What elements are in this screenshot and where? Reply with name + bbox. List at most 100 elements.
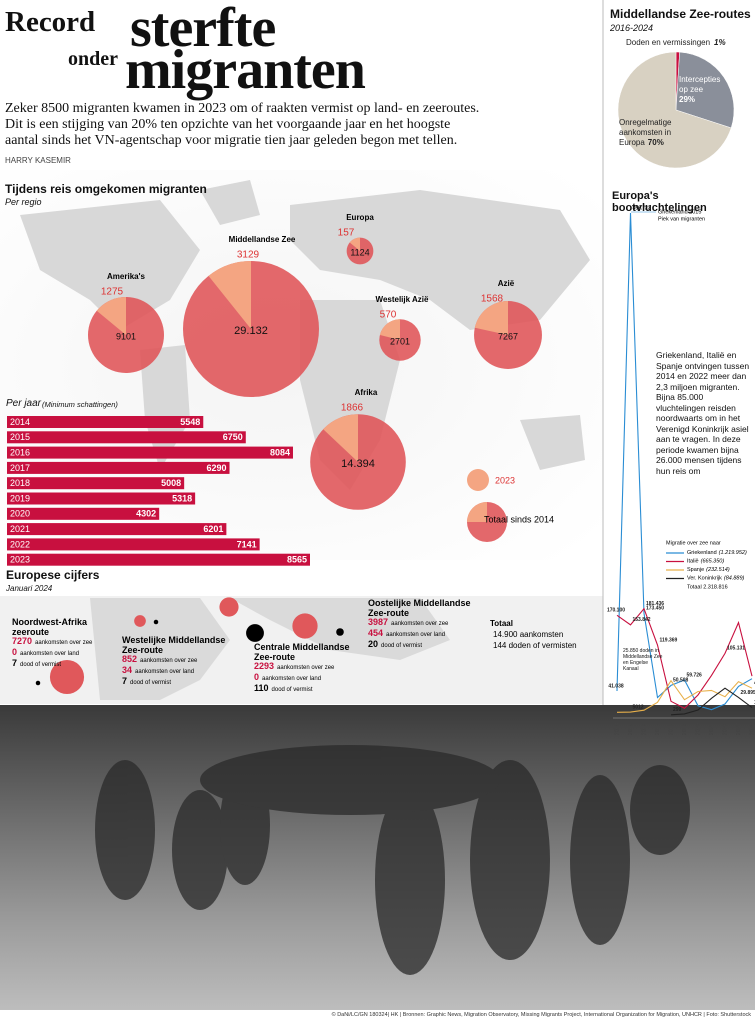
pie-category: Intercepties op zee bbox=[679, 75, 721, 94]
title-part: Record bbox=[5, 6, 96, 38]
arrivals-circle bbox=[49, 659, 85, 695]
arrivals-circle bbox=[219, 597, 239, 617]
x-tick-label: 2021 bbox=[709, 723, 715, 735]
legend-note: (1.219.952) bbox=[719, 550, 747, 556]
legend-note: (665.350) bbox=[701, 559, 725, 565]
route-label: aankomsten over land bbox=[386, 632, 446, 638]
bubble-2023 bbox=[323, 414, 358, 462]
bar bbox=[7, 416, 204, 428]
point-label: 181.436 bbox=[646, 601, 664, 607]
region-2023: 1275 bbox=[101, 287, 124, 298]
bar-value: 5548 bbox=[180, 417, 200, 427]
arrivals-circle bbox=[292, 613, 318, 639]
route-row: 0 aankomsten over land bbox=[12, 648, 127, 659]
bar bbox=[7, 507, 160, 520]
point-label: 170.100 bbox=[607, 608, 625, 614]
bar-category: 2021 bbox=[10, 524, 30, 534]
peak-note: Piek van migranten bbox=[658, 216, 705, 222]
bubble-2023 bbox=[379, 319, 400, 340]
legend-title: Migratie over zee naar bbox=[666, 540, 721, 546]
bar-value: 6201 bbox=[203, 524, 223, 534]
footer: © DaNi/LC/GN 180324| HK | Bronnen: Graph… bbox=[331, 1012, 751, 1018]
route-number: 7 bbox=[122, 676, 128, 686]
pie-label: Onregelmatige aankomsten in Europa 70% bbox=[619, 118, 699, 148]
route-label: aankomsten over zee bbox=[35, 640, 93, 646]
pie-category: Onregelmatige aankomsten in Europa bbox=[619, 118, 672, 147]
bar bbox=[7, 553, 310, 566]
route: Noordwest-Afrika zeeroute 7270 aankomsten … bbox=[12, 617, 127, 670]
deaths-dot bbox=[336, 628, 344, 636]
pie-value: 70% bbox=[647, 138, 664, 147]
bar bbox=[7, 477, 185, 490]
europe-title: Europese cijfers bbox=[6, 568, 100, 582]
point-label: 119.369 bbox=[660, 637, 678, 643]
region-2023: 157 bbox=[338, 228, 355, 239]
route-name: Centrale Middellandse Zee-route bbox=[254, 642, 350, 662]
legend-name: Italië bbox=[687, 559, 699, 565]
legend-entry: Ver. Koninkrijk (84.889) bbox=[687, 576, 745, 582]
route-row: 0 aankomsten over land bbox=[254, 673, 369, 684]
route-label: aankomsten over land bbox=[262, 676, 322, 682]
line-title: Europa's bootvluchtelingen bbox=[612, 190, 707, 214]
title-part: migranten bbox=[125, 39, 366, 101]
bar-value: 5318 bbox=[172, 493, 192, 503]
x-tick-label: 2023 bbox=[736, 723, 742, 735]
route-row: 2293 aankomsten over zee bbox=[254, 662, 369, 673]
footer-bar bbox=[0, 1010, 755, 1024]
bubble-2023 bbox=[349, 237, 360, 251]
bar-value: 7141 bbox=[237, 539, 257, 549]
x-tick-label: 2014 bbox=[614, 723, 620, 735]
bar bbox=[7, 461, 230, 474]
route-label: dood of vermist bbox=[130, 680, 172, 686]
bar-subtitle: (Minimum schattingen) bbox=[42, 400, 118, 409]
pie-subtitle: 2016-2024 bbox=[610, 23, 654, 33]
legend-note: (232.514) bbox=[706, 567, 730, 573]
deaths-dot bbox=[35, 680, 41, 686]
point-label: 29.895 bbox=[741, 690, 755, 696]
x-tick-label: 2024 bbox=[749, 723, 755, 735]
bar bbox=[7, 523, 227, 536]
total-row: 144 doden of vermisten bbox=[493, 641, 577, 650]
point-label: 173.450 bbox=[646, 606, 664, 612]
x-tick-label: 2018 bbox=[668, 723, 674, 735]
route-name: Westelijke Middellandse Zee-route bbox=[122, 635, 226, 655]
legend-label: 2023 bbox=[495, 475, 515, 485]
bar-category: 2019 bbox=[10, 493, 30, 503]
bar-value: 5008 bbox=[161, 478, 181, 488]
route-number: 454 bbox=[368, 628, 384, 638]
deaths-note: 25.850 doden in Middellandse Zee en Enge… bbox=[623, 648, 663, 672]
total-name: Totaal bbox=[490, 619, 513, 628]
region-name: Europa bbox=[346, 213, 374, 222]
route: Oostelijke Middellandse Zee-route 3987 aan… bbox=[368, 598, 483, 651]
region-name: Westelijk Azië bbox=[376, 295, 429, 304]
bar-value: 8084 bbox=[270, 447, 290, 457]
route-number: 0 bbox=[12, 647, 18, 657]
route-label: aankomsten over zee bbox=[391, 621, 449, 627]
route-label: aankomsten over zee bbox=[140, 658, 198, 664]
bar-category: 2020 bbox=[10, 509, 30, 519]
x-tick-label: 2022 bbox=[722, 723, 728, 735]
bar-value: 6750 bbox=[223, 432, 243, 442]
bar bbox=[7, 538, 260, 551]
route: Centrale Middellandse Zee-route 2293 aanko… bbox=[254, 642, 369, 695]
peak-note: Griekenland 2015 bbox=[658, 209, 701, 215]
bubble-value: 29.132 bbox=[234, 325, 268, 337]
route-number: 110 bbox=[254, 683, 269, 693]
author: HARRY KASEMIR bbox=[5, 156, 71, 165]
route-row: 7 dood of vermist bbox=[12, 659, 127, 670]
route-number: 7 bbox=[12, 658, 18, 668]
pie-value: 1% bbox=[714, 38, 726, 47]
route-label: aankomsten over zee bbox=[277, 665, 335, 671]
route-row: 454 aankomsten over land bbox=[368, 629, 483, 640]
title-part: sterfte bbox=[130, 0, 276, 59]
pie-value: 29% bbox=[679, 95, 696, 104]
bar-title: Per jaar bbox=[6, 398, 42, 409]
region-name: Azië bbox=[498, 279, 515, 288]
point-label: 299 bbox=[673, 707, 682, 713]
title-part: onder bbox=[68, 48, 118, 70]
line-text: Griekenland, Italië en Spanje ontvingen … bbox=[656, 350, 750, 476]
route-row: 7270 aankomsten over zee bbox=[12, 637, 127, 648]
bubble-value: 14.394 bbox=[341, 458, 375, 470]
